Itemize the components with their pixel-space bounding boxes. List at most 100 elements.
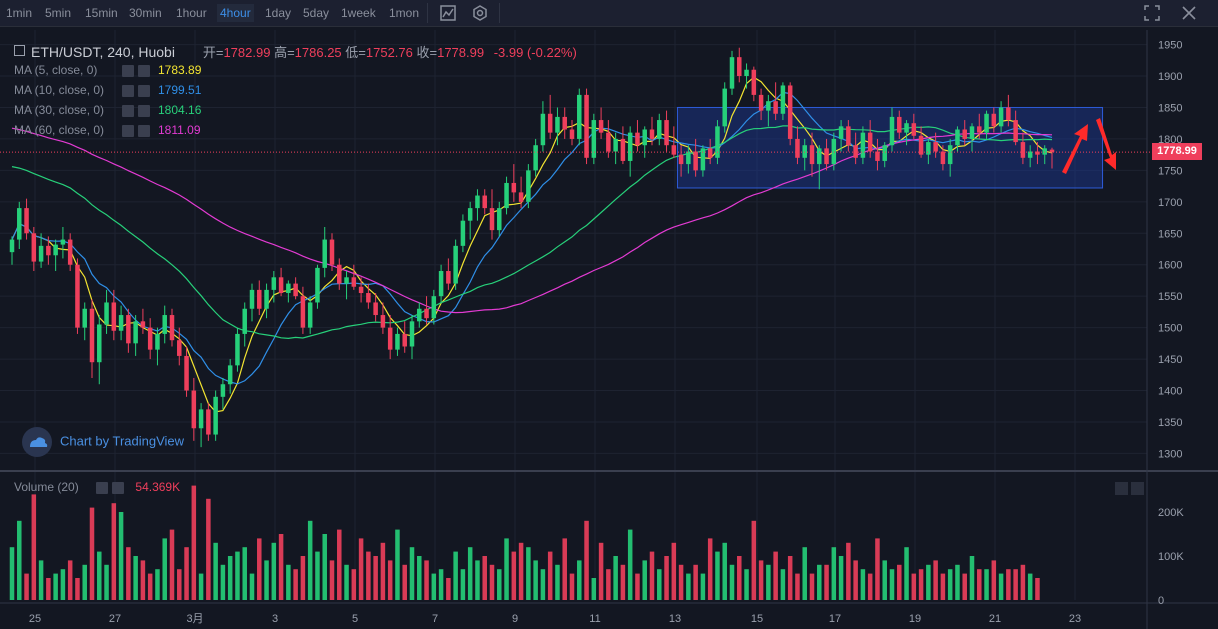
volume-bar — [147, 573, 153, 600]
candle-body — [409, 321, 415, 347]
volume-bar — [984, 569, 989, 600]
change-value: -3.99 (-0.22%) — [493, 45, 577, 60]
candle-body — [373, 302, 378, 316]
volume-bar — [664, 556, 669, 600]
candle-body — [802, 145, 807, 158]
volume-pane-up-icon[interactable] — [1115, 482, 1128, 495]
close-icon[interactable] — [138, 64, 150, 77]
volume-bar — [97, 551, 102, 600]
price-tick-label: 1850 — [1158, 102, 1182, 114]
volume-bar — [649, 551, 655, 600]
volume-bar — [220, 564, 226, 600]
close-icon[interactable] — [112, 481, 125, 494]
candle-body — [977, 126, 982, 133]
candle-body — [264, 289, 269, 309]
candle-body — [1006, 107, 1011, 121]
settings-icon[interactable] — [122, 64, 134, 77]
volume-bar — [191, 485, 197, 600]
settings-icon[interactable] — [122, 84, 134, 97]
tradingview-logo-icon — [22, 427, 52, 457]
volume-bar — [860, 569, 866, 600]
volume-bar — [162, 538, 167, 600]
volume-pane-down-icon[interactable] — [1131, 482, 1144, 495]
candle-body — [686, 151, 691, 165]
candle-body — [540, 113, 546, 146]
timeframe-1min[interactable]: 1min — [6, 6, 33, 20]
candle-body — [657, 120, 662, 139]
time-tick-label: 9 — [512, 613, 518, 625]
volume-bar — [387, 560, 393, 600]
candle-body — [882, 145, 887, 161]
candle-body — [300, 296, 306, 328]
volume-bar — [9, 547, 15, 600]
volume-bar — [307, 520, 313, 600]
volume-bar — [351, 569, 357, 600]
timeframe-15min[interactable]: 15min — [85, 6, 118, 20]
candle-body — [918, 135, 924, 155]
candle-body — [984, 113, 989, 133]
settings-icon[interactable] — [122, 124, 134, 137]
volume-bar — [526, 547, 531, 600]
close-value: 1778.99 — [437, 45, 485, 60]
volume-bar — [402, 564, 407, 600]
timeframe-1hour[interactable]: 1hour — [176, 6, 207, 20]
candle-body — [489, 208, 495, 231]
volume-tick-label: 200K — [1158, 507, 1184, 519]
tradingview-watermark[interactable]: Chart by TradingView — [22, 427, 184, 457]
timeframe-5min[interactable]: 5min — [45, 6, 72, 20]
price-chart[interactable]: 1950190018501800175017001650160015501500… — [0, 27, 1218, 629]
candle-body — [795, 138, 800, 158]
candle-body — [249, 289, 255, 309]
volume-bar — [693, 564, 698, 600]
timeframe-1week[interactable]: 1week — [341, 6, 376, 20]
volume-bar — [969, 556, 975, 600]
price-tick-label: 1450 — [1158, 354, 1182, 366]
indicator-name: MA (60, close, 0) — [14, 123, 105, 137]
candle-body — [147, 327, 153, 350]
time-tick-label: 17 — [829, 613, 841, 625]
volume-bar — [198, 573, 204, 600]
timeframe-1day[interactable]: 1day — [265, 6, 292, 20]
time-tick-label: 15 — [751, 613, 763, 625]
close-icon[interactable] — [1178, 3, 1200, 23]
time-tick-label: 11 — [589, 613, 600, 625]
volume-legend: Volume (20) 54.369K — [14, 480, 180, 494]
volume-bar — [489, 564, 495, 600]
volume-bar — [897, 564, 902, 600]
high-label: 高= — [274, 45, 295, 60]
volume-bar — [271, 542, 277, 600]
candle-body — [453, 245, 458, 284]
timeframe-30min[interactable]: 30min — [129, 6, 162, 20]
close-icon[interactable] — [138, 104, 150, 117]
collapse-icon[interactable] — [14, 45, 25, 56]
timeframe-5day[interactable]: 5day — [303, 6, 330, 20]
volume-bar — [373, 556, 378, 600]
candle-body — [104, 302, 109, 325]
settings-icon[interactable] — [469, 3, 491, 23]
volume-bar — [89, 507, 95, 600]
close-icon[interactable] — [138, 124, 150, 137]
time-tick-label: 23 — [1069, 613, 1081, 625]
volume-bar — [344, 564, 349, 600]
candle-body — [904, 123, 909, 133]
open-label: 开= — [202, 45, 224, 60]
candle-body — [547, 113, 553, 133]
timeframe-1mon[interactable]: 1mon — [389, 6, 420, 20]
volume-bar — [518, 542, 524, 600]
volume-bar — [831, 547, 837, 600]
fullscreen-icon[interactable] — [1141, 3, 1163, 23]
volume-bar — [177, 569, 182, 600]
price-tick-label: 1700 — [1158, 197, 1182, 209]
close-icon[interactable] — [138, 84, 150, 97]
volume-bar — [504, 538, 509, 600]
settings-icon[interactable] — [122, 104, 134, 117]
settings-icon[interactable] — [96, 481, 109, 494]
indicator-icon[interactable] — [437, 3, 459, 23]
candle-body — [140, 321, 146, 328]
timeframe-4hour[interactable]: 4hour — [217, 4, 254, 22]
candle-body — [67, 239, 73, 265]
ma-line-5 — [11, 76, 1053, 413]
candle-body — [286, 283, 291, 294]
candle-body — [227, 365, 233, 385]
candle-body — [1042, 148, 1047, 155]
